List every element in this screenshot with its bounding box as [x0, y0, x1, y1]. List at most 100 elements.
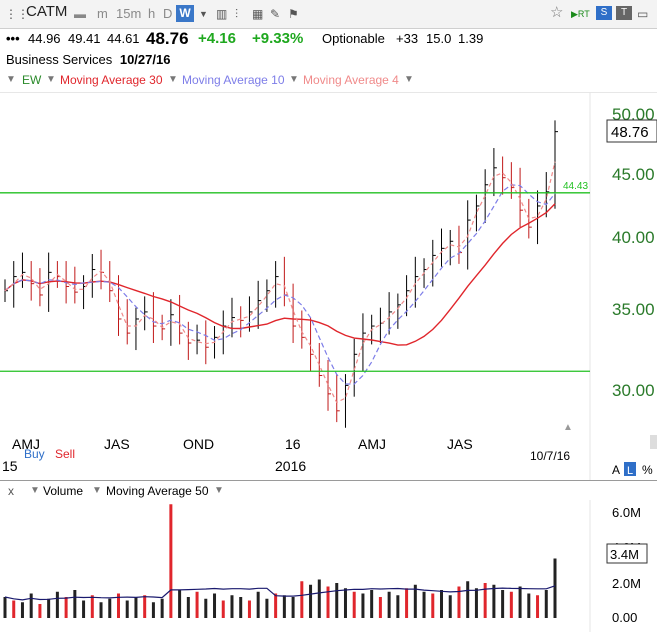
- volume-last-label: 3.4M: [610, 547, 639, 562]
- study-ma30[interactable]: Moving Average 30: [60, 73, 163, 87]
- volume-bar: [195, 591, 199, 618]
- volume-ma-line: [4, 585, 556, 601]
- volume-bar: [474, 588, 478, 618]
- volume-bar: [405, 588, 409, 618]
- study-caret-icon[interactable]: ▼: [168, 74, 178, 85]
- volume-bar: [213, 593, 217, 618]
- star-icon[interactable]: ☆: [550, 4, 564, 21]
- s-badge-icon[interactable]: S: [596, 6, 612, 20]
- volume-bar: [38, 604, 42, 618]
- scrollbar-handle[interactable]: [650, 435, 657, 449]
- close-icon[interactable]: x: [8, 484, 14, 498]
- sell-link[interactable]: Sell: [55, 447, 75, 461]
- l-button-bg[interactable]: [624, 462, 636, 476]
- ma4-line: [4, 161, 556, 404]
- last-price: 48.76: [146, 29, 189, 48]
- volume-bar: [431, 593, 435, 618]
- volume-bar: [12, 600, 16, 618]
- price-tick: 30.00: [612, 381, 655, 400]
- volume-bar: [422, 591, 426, 618]
- edit-icon[interactable]: ✎: [270, 7, 281, 21]
- volume-bar: [204, 598, 208, 618]
- period-w[interactable]: W: [176, 5, 194, 22]
- pct-button[interactable]: %: [642, 463, 653, 477]
- x-label: OND: [183, 436, 214, 452]
- last-price-tag: 48.76: [611, 124, 649, 141]
- volume-bar: [448, 595, 452, 618]
- x-label: AMJ: [358, 436, 386, 452]
- volume-label[interactable]: Volume: [43, 484, 84, 498]
- x-label: AMJ: [12, 436, 40, 452]
- rt-flag-icon[interactable]: ▶RT: [571, 9, 590, 19]
- buy-link[interactable]: Buy: [24, 447, 45, 461]
- volume-bar: [265, 598, 269, 618]
- period-d[interactable]: D: [163, 6, 173, 21]
- volume-bar: [82, 600, 86, 618]
- period-m[interactable]: m: [97, 6, 108, 21]
- volume-bar: [501, 590, 505, 618]
- volume-bar: [169, 504, 173, 618]
- beta: 1.39: [458, 31, 484, 46]
- symbol-field[interactable]: CATM: [26, 3, 68, 20]
- price-chart[interactable]: 44.43 50.00 45.00 40.00 35.00 30.00 48.7…: [0, 92, 657, 480]
- study-caret-icon[interactable]: ▼: [6, 74, 16, 85]
- volume-bar: [544, 590, 548, 618]
- info-line: Business Services 10/27/16: [6, 50, 170, 70]
- printer-icon[interactable]: ▬: [74, 7, 86, 21]
- volume-bar: [378, 597, 382, 618]
- volume-bar: [536, 595, 540, 618]
- pe-ratio: 15.0: [426, 31, 452, 46]
- chevron-down-icon[interactable]: ▼: [199, 9, 208, 19]
- a-button[interactable]: A: [612, 463, 620, 477]
- volume-bar: [160, 598, 164, 618]
- l-button[interactable]: L: [627, 465, 633, 477]
- calendar-icon[interactable]: ▦: [252, 7, 264, 21]
- year-label: 2016: [275, 458, 306, 474]
- study-ew[interactable]: EW: [22, 73, 42, 87]
- study-caret-icon[interactable]: ▼: [46, 74, 56, 85]
- volume-bar: [509, 591, 513, 618]
- study-ma10[interactable]: Moving Average 10: [182, 73, 285, 87]
- window-icon[interactable]: ▭: [637, 7, 649, 21]
- period-h[interactable]: h: [148, 6, 156, 21]
- volume-chart[interactable]: 6.0M 4.0M 2.0M 0.00 3.4M: [0, 500, 657, 632]
- volume-bar: [29, 593, 33, 618]
- last-price-box: [606, 119, 657, 143]
- volume-bar: [317, 579, 321, 618]
- x-label: JAS: [104, 436, 130, 452]
- flag-icon[interactable]: ⚑: [288, 7, 299, 21]
- quote-dots: •••: [6, 31, 20, 46]
- sector-label: Business Services: [6, 52, 113, 67]
- scroll-up-icon[interactable]: ▲: [563, 422, 573, 433]
- volume-bar: [274, 593, 278, 618]
- study-caret-icon[interactable]: ▼: [289, 74, 299, 85]
- volume-bars: [3, 504, 557, 618]
- period-15m[interactable]: 15m: [116, 6, 142, 21]
- price-tick: 35.00: [612, 300, 655, 319]
- study-caret-icon[interactable]: ▼: [404, 74, 414, 85]
- study-ma4[interactable]: Moving Average 4: [303, 73, 399, 87]
- volume-bar: [151, 602, 155, 618]
- study-caret-icon[interactable]: ▼: [214, 485, 224, 496]
- volume-ma-label[interactable]: Moving Average 50: [106, 484, 209, 498]
- volume-header: x ▼ Volume ▼ Moving Average 50 ▼: [0, 480, 657, 501]
- volume-bar: [282, 595, 286, 618]
- left-year-label: 15: [2, 458, 18, 474]
- study-caret-icon[interactable]: ▼: [92, 485, 102, 496]
- study-caret-icon[interactable]: ▼: [30, 485, 40, 496]
- candles-group: [4, 120, 558, 428]
- ma30-line: [4, 203, 556, 346]
- bar-style-icon[interactable]: ⫶: [235, 7, 239, 21]
- volume-bar: [518, 586, 522, 618]
- volume-bar: [221, 600, 225, 618]
- volume-bar: [527, 593, 531, 618]
- volume-bar: [413, 584, 417, 618]
- optionable-label: Optionable: [322, 31, 385, 46]
- bar-chart-icon[interactable]: ▥: [216, 7, 228, 21]
- dots-grip-icon[interactable]: ⋮⋮: [5, 7, 29, 21]
- volume-bar: [492, 584, 496, 618]
- price-tick: 50.00: [612, 105, 655, 124]
- toolbar: ⋮⋮ CATM ▬ m 15m h D W ▼ ▥ ⫶ ▦ ✎ ⚑ ☆ ▶RT …: [0, 0, 657, 29]
- t-badge-icon[interactable]: T: [616, 6, 632, 20]
- volume-bar: [396, 595, 400, 618]
